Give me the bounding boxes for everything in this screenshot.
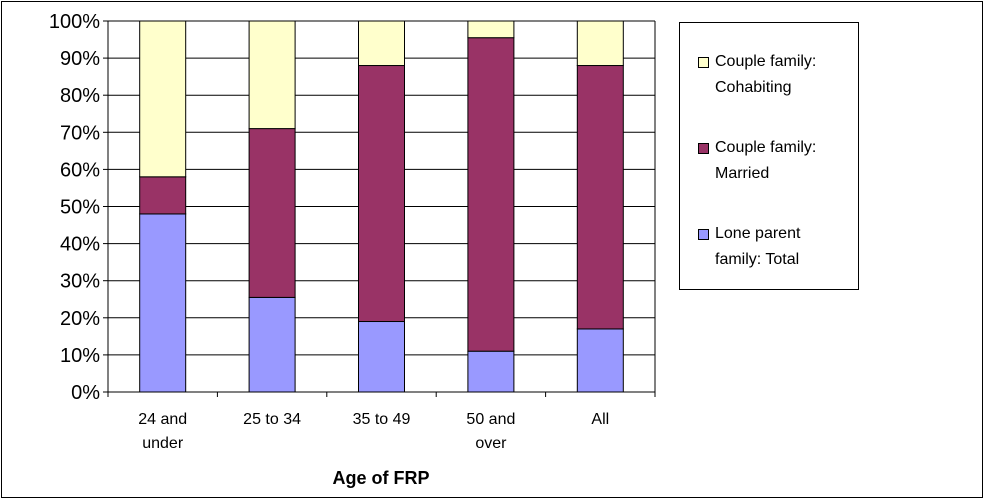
- legend-label: Lone parent family: Total: [715, 225, 801, 268]
- x-category-label: under: [142, 435, 184, 452]
- x-category-label: over: [475, 435, 507, 452]
- y-tick-label: 70%: [60, 122, 100, 144]
- legend-swatch: [698, 229, 709, 240]
- y-tick-label: 100%: [49, 11, 100, 33]
- y-tick-label: 60%: [60, 159, 100, 181]
- y-tick-label: 10%: [60, 345, 100, 367]
- legend-swatch: [698, 57, 709, 68]
- y-tick-label: 30%: [60, 271, 100, 293]
- bar-segment: [248, 128, 296, 298]
- y-tick-label: 80%: [60, 85, 100, 107]
- x-category-label: 50 and: [466, 411, 515, 428]
- bar-segment: [576, 328, 624, 393]
- bar-segment: [248, 20, 296, 130]
- bar-segment: [576, 65, 624, 330]
- legend-label: Couple family: Cohabiting: [715, 53, 817, 96]
- bar-segment: [139, 176, 187, 215]
- legend-label: Couple family: Married: [715, 139, 817, 182]
- y-tick-label: 40%: [60, 234, 100, 256]
- x-axis-title: Age of FRP: [333, 468, 430, 488]
- legend: Couple family: Cohabiting Couple family: Ma…: [679, 22, 859, 290]
- bar-segment: [467, 350, 515, 393]
- axes: 0% 10% 20% 30% 40% 50% 60% 70% 80% 90% 100% 24 and u…: [49, 11, 656, 452]
- x-category-label: 25 to 34: [243, 411, 301, 428]
- y-tick-label: 20%: [60, 308, 100, 330]
- bar-segment: [139, 20, 187, 178]
- bar-segment: [358, 20, 405, 67]
- y-tick-label: 90%: [60, 48, 100, 70]
- bar-segment: [139, 213, 187, 393]
- bar-segment: [467, 37, 515, 352]
- bar-segment: [358, 321, 405, 393]
- legend-swatch: [698, 143, 709, 154]
- y-tick-label: 0%: [71, 382, 100, 404]
- x-category-label: 24 and: [138, 411, 187, 428]
- bars: [139, 20, 624, 393]
- bar-segment: [576, 20, 624, 67]
- x-category-label: All: [591, 411, 609, 428]
- bar-segment: [358, 65, 405, 323]
- bar-segment: [248, 296, 296, 393]
- x-category-label: 35 to 49: [353, 411, 411, 428]
- bar-segment: [467, 20, 515, 39]
- y-tick-label: 50%: [60, 197, 100, 219]
